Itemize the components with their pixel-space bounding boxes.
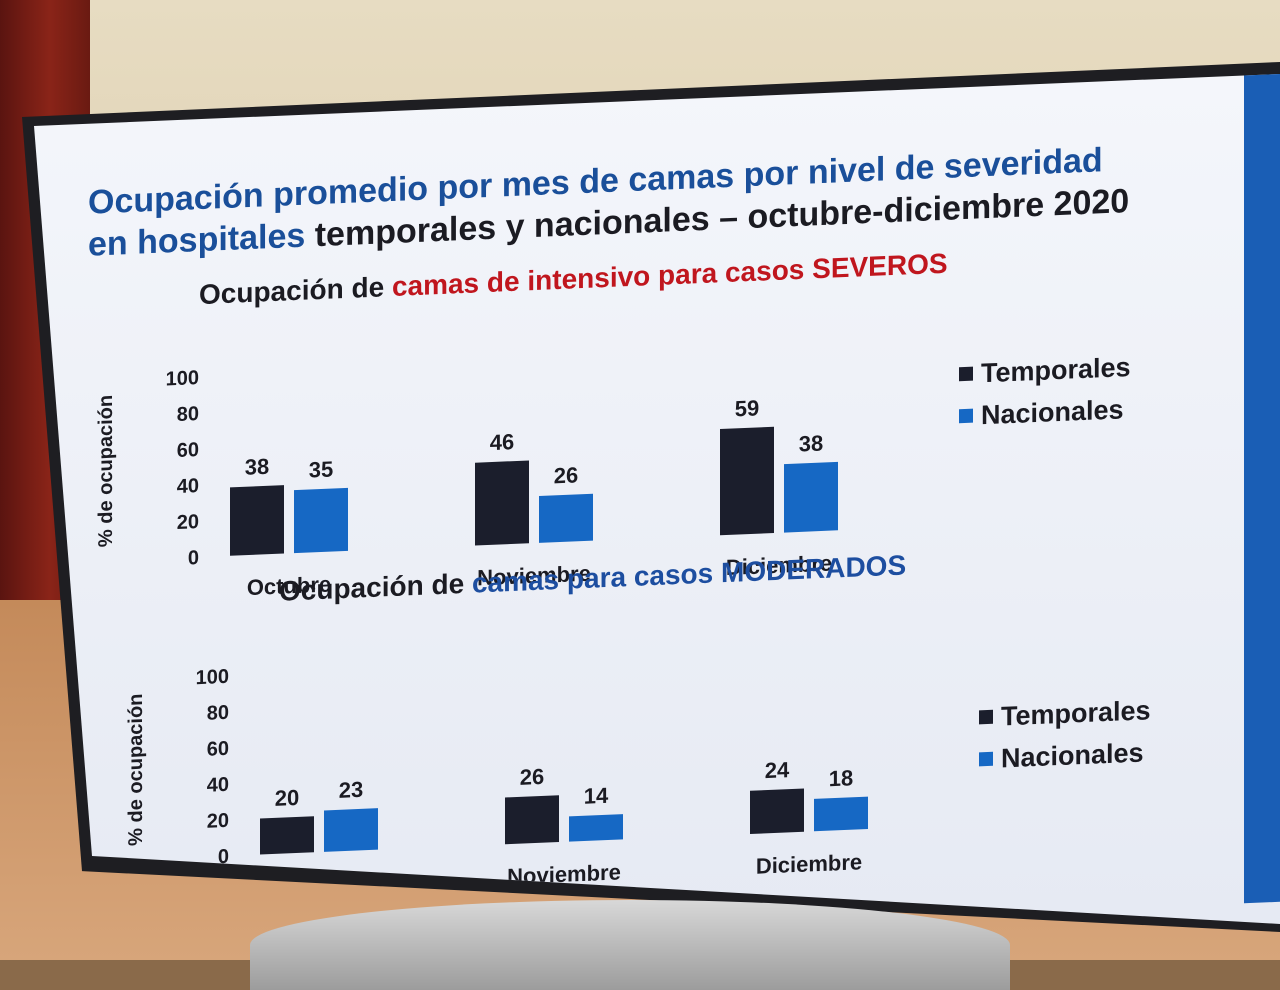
severos-bar-nacionales-octubre [294,487,348,554]
severos-y-tick-0: 0 [188,547,199,569]
severos-category-label-diciembre: Diciembre [726,551,832,580]
moderados-value-label-temporales-diciembre: 24 [765,757,790,783]
severos-category-label-octubre: Octubre [247,572,331,601]
moderados-y-tick-100: 100 [196,666,229,689]
moderados-y-tick-60: 60 [207,738,229,761]
severos-chart-title-prefix: Ocupación de [199,270,392,311]
severos-bar-chart: % de ocupación 100 80 60 40 20 0 38 35 Octubre 46 2… [95,367,838,600]
moderados-value-label-temporales-noviembre: 26 [520,764,544,790]
severos-legend-swatch-temporales [959,366,973,382]
severos-legend-label-nacionales: Nacionales [981,394,1124,431]
tv-stand [250,900,1010,990]
severos-y-tick-20: 20 [177,511,199,534]
severos-value-label-nacionales-noviembre: 26 [554,462,578,488]
severos-legend: Temporales Nacionales [959,346,1131,437]
slide: Ocupación promedio por mes de camas por … [34,74,1280,924]
moderados-value-label-nacionales-octubre: 23 [339,777,363,803]
moderados-legend-label-temporales: Temporales [1001,695,1151,732]
slide-title-line2-blue: en hospitales [88,216,306,264]
severos-bar-nacionales-diciembre [784,461,838,533]
moderados-bar-nacionales-noviembre [569,814,623,842]
moderados-legend-item-temporales: Temporales [979,689,1151,738]
severos-y-tick-100: 100 [166,367,199,390]
moderados-chart-title-prefix: Ocupación de [279,567,472,607]
severos-y-axis-label: % de ocupación [95,394,117,547]
severos-bar-temporales-octubre [230,485,284,556]
severos-legend-item-nacionales: Nacionales [959,388,1131,437]
moderados-bar-nacionales-diciembre [814,796,868,832]
moderados-legend-swatch-nacionales [979,751,993,767]
moderados-y-tick-80: 80 [207,702,229,725]
moderados-y-tick-0: 0 [218,846,229,868]
moderados-value-label-nacionales-noviembre: 14 [584,783,609,809]
moderados-bar-nacionales-octubre [324,808,378,852]
severos-bar-temporales-noviembre [475,460,529,546]
moderados-bar-temporales-octubre [260,816,314,855]
severos-value-label-nacionales-diciembre: 38 [799,431,823,457]
moderados-y-tick-20: 20 [207,810,229,833]
slide-side-band [1244,74,1280,904]
severos-legend-item-temporales: Temporales [959,346,1131,395]
moderados-bar-temporales-diciembre [750,788,804,834]
moderados-y-tick-40: 40 [207,774,229,797]
moderados-legend-swatch-temporales [979,709,993,725]
tv-screen: Ocupación promedio por mes de camas por … [34,74,1280,924]
severos-value-label-temporales-noviembre: 46 [490,429,514,455]
moderados-category-label-diciembre: Diciembre [756,849,862,878]
severos-y-tick-60: 60 [177,439,199,462]
moderados-legend-label-nacionales: Nacionales [1001,737,1144,774]
severos-value-label-temporales-octubre: 38 [245,454,269,480]
severos-y-tick-80: 80 [177,403,199,426]
severos-bar-temporales-diciembre [720,426,774,536]
moderados-value-label-temporales-octubre: 20 [275,785,299,811]
severos-bar-nacionales-noviembre [539,493,593,543]
moderados-bar-temporales-noviembre [505,795,559,845]
moderados-legend: Temporales Nacionales [979,689,1151,780]
moderados-legend-item-nacionales: Nacionales [979,731,1151,780]
slide-title: Ocupación promedio por mes de camas por … [88,136,1188,266]
severos-category-label-noviembre: Noviembre [477,561,591,591]
severos-legend-label-temporales: Temporales [981,352,1131,389]
severos-y-tick-40: 40 [177,475,199,498]
moderados-bar-chart: % de ocupación1008060402002023Octubre261… [125,666,868,899]
moderados-y-axis-label: % de ocupación [125,693,147,846]
severos-value-label-temporales-diciembre: 59 [735,395,759,421]
severos-value-label-nacionales-octubre: 35 [309,456,333,482]
severos-legend-swatch-nacionales [959,408,973,424]
moderados-value-label-nacionales-diciembre: 18 [829,765,853,791]
